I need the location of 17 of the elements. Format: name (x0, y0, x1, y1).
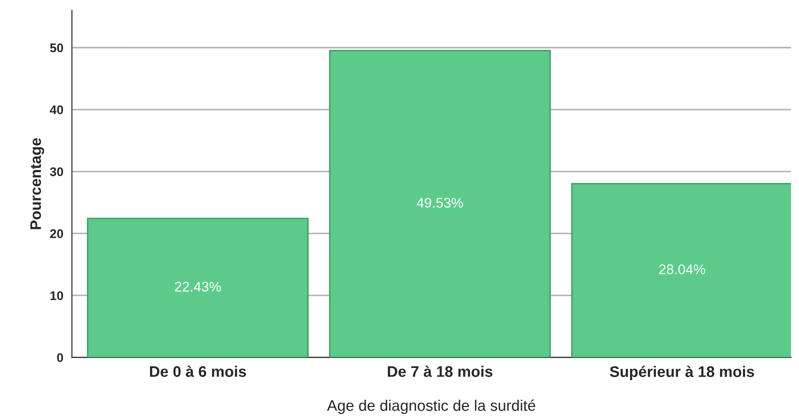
x-tick-label: De 0 à 6 mois (150, 366, 246, 377)
bar (86, 218, 309, 358)
y-tick-label: 40 (50, 105, 64, 114)
y-tick-label: 50 (50, 43, 64, 52)
x-axis-title: Age de diagnostic de la surdité (327, 400, 536, 414)
y-tick-label: 0 (57, 353, 64, 362)
data-label: 28.04% (659, 264, 706, 274)
y-tick-label: 20 (50, 229, 64, 238)
x-tick-label: De 7 à 18 mois (388, 366, 492, 377)
bar (329, 50, 551, 358)
data-label: 49.53% (416, 198, 463, 208)
x-tick-label: Supérieur à 18 mois (610, 366, 754, 380)
y-tick-label: 30 (50, 167, 64, 176)
y-axis-title: Pourcentage (30, 138, 44, 230)
y-tick-label: 10 (50, 291, 64, 300)
bar (571, 182, 792, 358)
data-label: 22.43% (174, 282, 221, 292)
